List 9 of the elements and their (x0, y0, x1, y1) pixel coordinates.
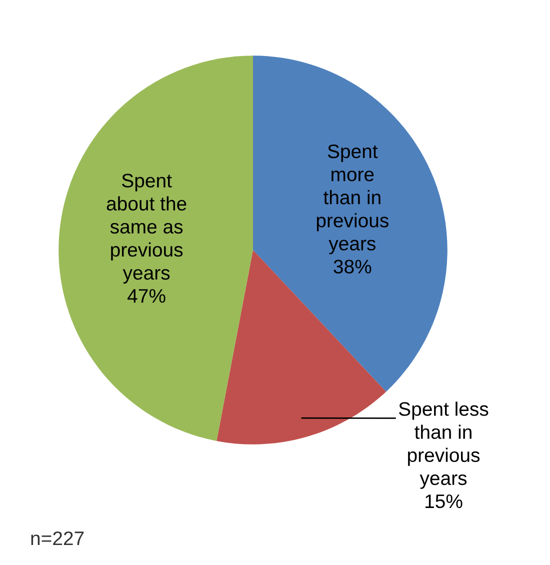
text: n=227 (31, 531, 84, 546)
data-label: 15% (426, 494, 462, 508)
slice-label: Spent about the same as previous years (106, 174, 186, 284)
slice-label: Spent more than in previous years (316, 144, 388, 254)
data-label: 47% (128, 289, 166, 303)
data-label: 38% (334, 260, 372, 274)
pie-slice (58, 56, 253, 441)
slice-label: Spent less than in previous years (399, 402, 488, 489)
pie-slice (253, 56, 448, 392)
